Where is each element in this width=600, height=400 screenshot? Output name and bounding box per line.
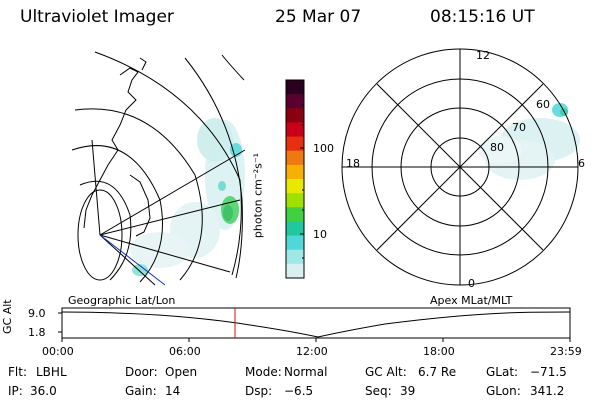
colorbar-stripe [286, 179, 304, 194]
colorbar-stripe [286, 122, 304, 138]
dsp-value: −6.5 [284, 384, 314, 398]
geo-panel-label: Geographic Lat/Lon [68, 294, 176, 307]
colorbar-stripe [286, 80, 304, 95]
lat-label-70: 70 [512, 121, 526, 134]
polar-plot [341, 48, 580, 286]
lat-label-60: 60 [536, 98, 550, 111]
altitude-xtick-1: 06:00 [169, 345, 201, 358]
altitude-plot [58, 307, 571, 342]
colorbar-stripe [286, 221, 304, 237]
mlt-label-top: 12 [476, 49, 490, 62]
colorbar-stripe [286, 263, 304, 279]
mlt-label-bottom: 0 [468, 277, 475, 290]
dsp-label: Dsp: [245, 384, 273, 398]
altitude-xtick-0: 00:00 [42, 345, 74, 358]
mode-label: Mode: [245, 365, 282, 379]
aurora-emission-geo [130, 118, 245, 276]
colorbar-unit-label: photon cm⁻²s⁻¹ [251, 152, 265, 239]
geo-longitude-lines [91, 139, 246, 286]
colorbar-stripe [286, 150, 304, 166]
filter-label: Flt: [8, 365, 27, 379]
colorbar-stripe [286, 164, 304, 180]
colorbar-stripe [286, 193, 304, 208]
time-label: 08:15:16 UT [430, 7, 535, 27]
orbit-track-line [99, 234, 166, 286]
glat-value: −71.5 [530, 365, 567, 379]
gain-value: 14 [165, 384, 181, 398]
glon-label: GLon: [486, 384, 521, 398]
colorbar-tick-100: 100 [313, 142, 334, 155]
date-label: 25 Mar 07 [275, 7, 362, 27]
colorbar-stripe [286, 249, 304, 265]
glon-value: 341.2 [530, 384, 565, 398]
altitude-xtick-2: 12:00 [296, 345, 328, 358]
colorbar-stripe [286, 136, 304, 152]
colorbar-stripe [286, 108, 304, 123]
seq-value: 39 [400, 384, 416, 398]
seq-label: Seq: [365, 384, 392, 398]
door-value: Open [165, 365, 198, 379]
altitude-ylabel: GC Alt [1, 299, 14, 334]
glat-label: GLat: [486, 365, 519, 379]
colorbar [285, 79, 305, 279]
lat-label-80: 80 [490, 141, 504, 154]
geo-map-panel [71, 51, 246, 286]
colorbar-stripe [286, 94, 304, 109]
gcalt-label: GC Alt: [365, 365, 407, 379]
altitude-curve [61, 311, 571, 338]
colorbar-stripe [286, 235, 304, 251]
filter-value: LBHL [36, 365, 67, 379]
coastline [83, 57, 151, 237]
polar-panel-label: Apex MLat/MLT [430, 294, 513, 307]
altitude-ytick-1.8: 1.8 [28, 326, 46, 339]
gain-label: Gain: [125, 384, 157, 398]
mode-value: Normal [284, 365, 328, 379]
aurora-emission-polar [478, 103, 580, 180]
altitude-ytick-9: 9.0 [28, 307, 46, 320]
ip-label: IP: [8, 384, 23, 398]
altitude-xtick-4: 23:59 [550, 345, 582, 358]
instrument-title: Ultraviolet Imager [20, 7, 174, 27]
colorbar-stripe [286, 207, 304, 222]
mlt-label-left: 18 [346, 157, 360, 170]
ip-value: 36.0 [30, 384, 57, 398]
geo-latitude-circles [71, 51, 243, 283]
door-label: Door: [125, 365, 158, 379]
colorbar-tick-10: 10 [313, 228, 327, 241]
altitude-xtick-3: 18:00 [423, 345, 455, 358]
gcalt-value: 6.7 Re [418, 365, 457, 379]
mlt-label-right: 6 [578, 157, 585, 170]
